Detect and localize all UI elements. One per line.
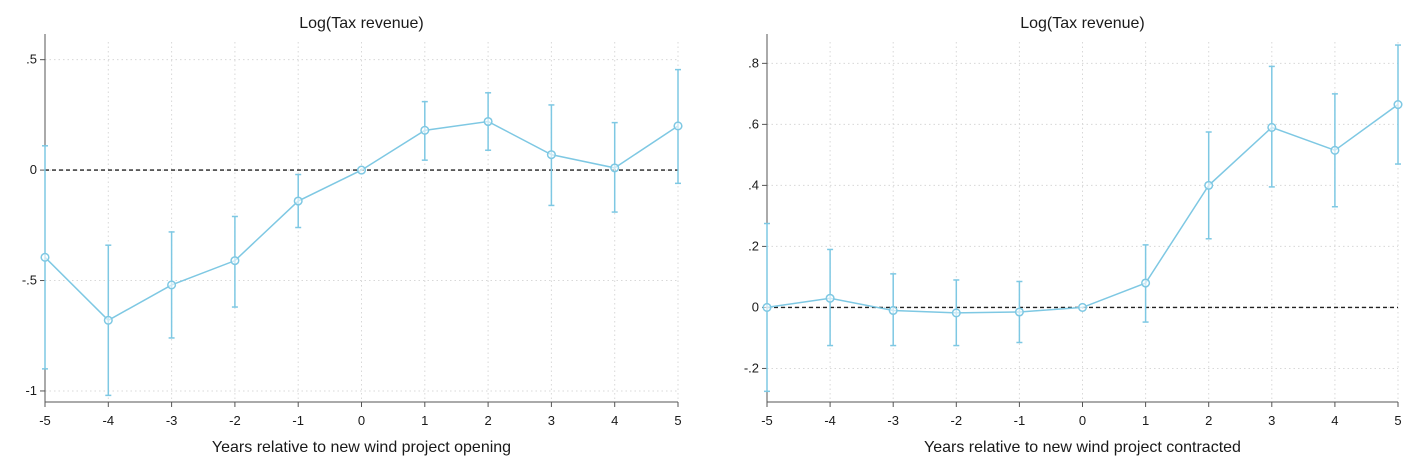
x-tick-label: 0 — [358, 413, 365, 428]
y-tick-label: -.5 — [22, 273, 37, 288]
x-tick-label: -4 — [103, 413, 115, 428]
x-tick-label: 0 — [1079, 413, 1086, 428]
x-tick-label: 2 — [1205, 413, 1212, 428]
x-tick-label: 1 — [421, 413, 428, 428]
data-point — [673, 121, 683, 131]
data-point — [1014, 307, 1024, 317]
data-point — [40, 252, 50, 262]
x-axis-label: Years relative to new wind project openi… — [212, 439, 511, 456]
data-point — [167, 280, 177, 290]
x-tick-label: 5 — [1394, 413, 1401, 428]
data-point — [293, 196, 303, 206]
x-tick-label: -3 — [887, 413, 899, 428]
data-point — [103, 315, 113, 325]
x-tick-label: 1 — [1142, 413, 1149, 428]
x-tick-label: -3 — [166, 413, 178, 428]
x-axis-label: Years relative to new wind project contr… — [924, 439, 1241, 456]
y-tick-label: -1 — [25, 383, 37, 398]
data-point — [1077, 302, 1088, 312]
x-tick-label: 2 — [484, 413, 491, 428]
x-tick-label: -1 — [1014, 413, 1026, 428]
data-point — [420, 125, 430, 135]
x-tick-label: -2 — [229, 413, 241, 428]
x-tick-label: 4 — [611, 413, 618, 428]
data-point — [1393, 99, 1403, 110]
data-point — [951, 308, 961, 318]
y-tick-label: 0 — [30, 162, 37, 177]
chart-title: Log(Tax revenue) — [299, 15, 424, 32]
y-tick-label: 0 — [752, 299, 759, 314]
x-tick-label: 3 — [548, 413, 555, 428]
x-tick-label: 4 — [1331, 413, 1338, 428]
data-point — [888, 305, 898, 316]
data-point — [356, 165, 367, 175]
y-tick-label: .8 — [748, 55, 759, 70]
chart-2: -.2 0 .2 .4 .6 .8 -5 -4 -3 -2 -1 0 1 2 3 4 5 Log(Tax reve… — [744, 15, 1403, 456]
y-tick-label: .5 — [26, 52, 37, 67]
chart-title: Log(Tax revenue) — [1020, 15, 1145, 32]
y-tick-label: .4 — [748, 177, 759, 192]
data-point — [1330, 145, 1340, 155]
x-tick-label: -1 — [292, 413, 304, 428]
y-tick-label: -.2 — [744, 360, 759, 375]
data-point — [610, 163, 620, 173]
data-point — [546, 150, 556, 160]
x-tick-label: 3 — [1268, 413, 1275, 428]
y-tick-label: .2 — [748, 238, 759, 253]
data-point — [1141, 278, 1151, 288]
x-tick-label: -2 — [951, 413, 963, 428]
chart-1: -1 -.5 0 .5 -5 -4 -3 -2 -1 0 1 2 3 4 5 Log(Tax revenue)… — [22, 15, 683, 456]
x-tick-label: -5 — [761, 413, 773, 428]
data-point — [825, 293, 835, 303]
data-point — [1267, 122, 1277, 132]
x-tick-label: -4 — [824, 413, 836, 428]
data-point — [230, 256, 240, 266]
y-tick-label: .6 — [748, 116, 759, 131]
data-point — [483, 116, 493, 127]
x-tick-label: 5 — [674, 413, 681, 428]
x-tick-label: -5 — [39, 413, 51, 428]
data-point — [1204, 180, 1214, 190]
data-point — [762, 302, 772, 312]
